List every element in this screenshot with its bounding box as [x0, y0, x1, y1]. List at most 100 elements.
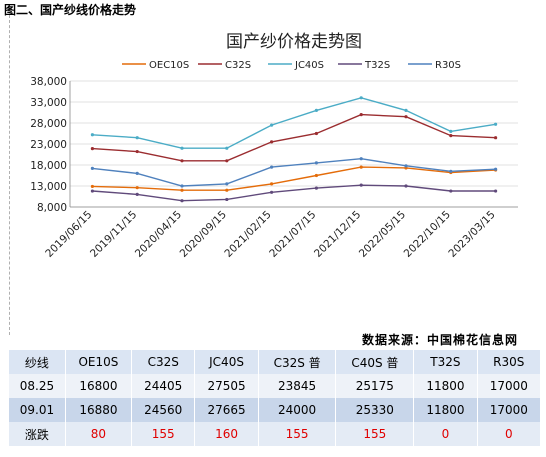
data-point — [90, 184, 94, 189]
data-point — [225, 188, 229, 192]
x-tick-label: 2023/03/15 — [446, 209, 497, 260]
data-point — [314, 161, 318, 165]
data-point — [90, 133, 94, 137]
x-tick-label: 2021/07/15 — [267, 209, 318, 260]
header-cell: C40S 普 — [335, 350, 415, 374]
x-tick-label: 2022/10/15 — [402, 209, 453, 260]
header-cell: OE10S — [65, 350, 133, 374]
value-cell: 25175 — [335, 374, 415, 398]
data-point — [404, 164, 408, 168]
data-point — [449, 134, 453, 138]
data-point — [225, 159, 229, 163]
table-row: 08.25 16800 24405 27505 23845 25175 1180… — [9, 374, 542, 398]
data-point — [359, 183, 363, 187]
x-tick-label: 2019/11/15 — [88, 209, 139, 260]
header-cell: C32S — [131, 350, 196, 374]
legend-label: C32S — [225, 60, 251, 71]
x-tick-label: 2020/09/15 — [178, 209, 229, 260]
y-tick-label: 33,000 — [30, 97, 67, 109]
data-point — [359, 165, 363, 169]
data-point — [225, 146, 229, 150]
price-table: 纱线 OE10S C32S JC40S C32S 普 C40S 普 T32S R… — [9, 350, 542, 446]
data-point — [225, 182, 229, 186]
data-point — [359, 113, 363, 117]
series-line — [92, 97, 496, 149]
value-cell: 23845 — [258, 374, 337, 398]
data-point — [314, 173, 318, 178]
value-cell: 17000 — [477, 398, 542, 422]
y-tick-label: 18,000 — [30, 160, 67, 172]
value-cell: 11800 — [413, 374, 478, 398]
header-cell: JC40S — [194, 350, 259, 374]
value-cell: 17000 — [477, 374, 542, 398]
x-tick-label: 2021/12/15 — [312, 209, 363, 260]
data-point — [270, 123, 274, 127]
data-point — [404, 115, 408, 119]
data-point — [404, 108, 408, 112]
data-point — [90, 189, 94, 193]
chart-frame: 国产纱价格走势图 OEC10S C32S JC40S T32S R30S 38,000 33,… — [9, 15, 530, 335]
series-line — [92, 157, 496, 187]
data-point — [359, 157, 363, 161]
date-cell: 08.25 — [9, 374, 66, 398]
value-cell: 24405 — [131, 374, 196, 398]
data-point — [494, 167, 498, 171]
data-point — [225, 197, 229, 202]
data-point — [135, 136, 139, 140]
data-point — [270, 140, 274, 144]
legend-label: T32S — [364, 60, 390, 71]
change-cell: 80 — [65, 422, 133, 446]
table-row: 09.01 16880 24560 27665 24000 25330 1180… — [9, 398, 542, 422]
value-cell: 11800 — [413, 398, 478, 422]
data-point — [180, 146, 184, 150]
data-point — [135, 149, 139, 154]
x-tick-label: 2020/04/15 — [133, 209, 184, 260]
data-point — [449, 169, 453, 173]
data-point — [494, 189, 498, 193]
change-cell: 155 — [131, 422, 196, 446]
data-point — [180, 199, 184, 203]
value-cell: 16880 — [65, 398, 133, 422]
y-tick-label: 38,000 — [30, 76, 67, 88]
change-cell: 0 — [477, 422, 542, 446]
data-point — [90, 166, 94, 170]
x-tick-label: 2021/02/15 — [222, 209, 273, 260]
data-point — [449, 129, 453, 133]
data-point — [180, 184, 184, 188]
data-point — [314, 131, 318, 136]
legend-label: JC40S — [294, 60, 324, 71]
table-row: 涨跌 80 155 160 155 155 0 0 — [9, 422, 542, 446]
x-tick-label: 2022/05/15 — [357, 209, 408, 260]
data-point — [180, 159, 184, 163]
data-point — [180, 188, 184, 192]
chart-title: 国产纱价格走势图 — [226, 32, 362, 52]
value-cell: 16800 — [65, 374, 133, 398]
y-tick-label: 28,000 — [30, 118, 67, 130]
data-point — [449, 189, 453, 193]
series-line — [92, 184, 496, 202]
value-cell: 24000 — [258, 398, 337, 422]
value-cell: 25330 — [335, 398, 415, 422]
change-label-cell: 涨跌 — [9, 422, 66, 446]
legend-label: R30S — [435, 60, 461, 71]
data-point — [314, 108, 318, 112]
y-tick-label: 23,000 — [30, 139, 67, 151]
data-point — [359, 96, 363, 100]
y-tick-label: 13,000 — [30, 181, 67, 193]
data-point — [135, 186, 139, 190]
value-cell: 24560 — [131, 398, 196, 422]
change-cell: 155 — [258, 422, 337, 446]
value-cell: 27505 — [194, 374, 259, 398]
data-point — [270, 165, 274, 169]
header-cell: T32S — [413, 350, 478, 374]
value-cell: 27665 — [194, 398, 259, 422]
change-cell: 160 — [194, 422, 259, 446]
data-point — [90, 147, 94, 151]
data-point — [494, 136, 498, 140]
data-point — [270, 190, 274, 194]
data-point — [494, 122, 498, 126]
price-trend-chart: 国产纱价格走势图 OEC10S C32S JC40S T32S R30S 38,000 33,… — [30, 32, 518, 260]
series-line — [92, 166, 496, 191]
data-point — [404, 184, 408, 188]
legend-label: OEC10S — [149, 60, 189, 71]
